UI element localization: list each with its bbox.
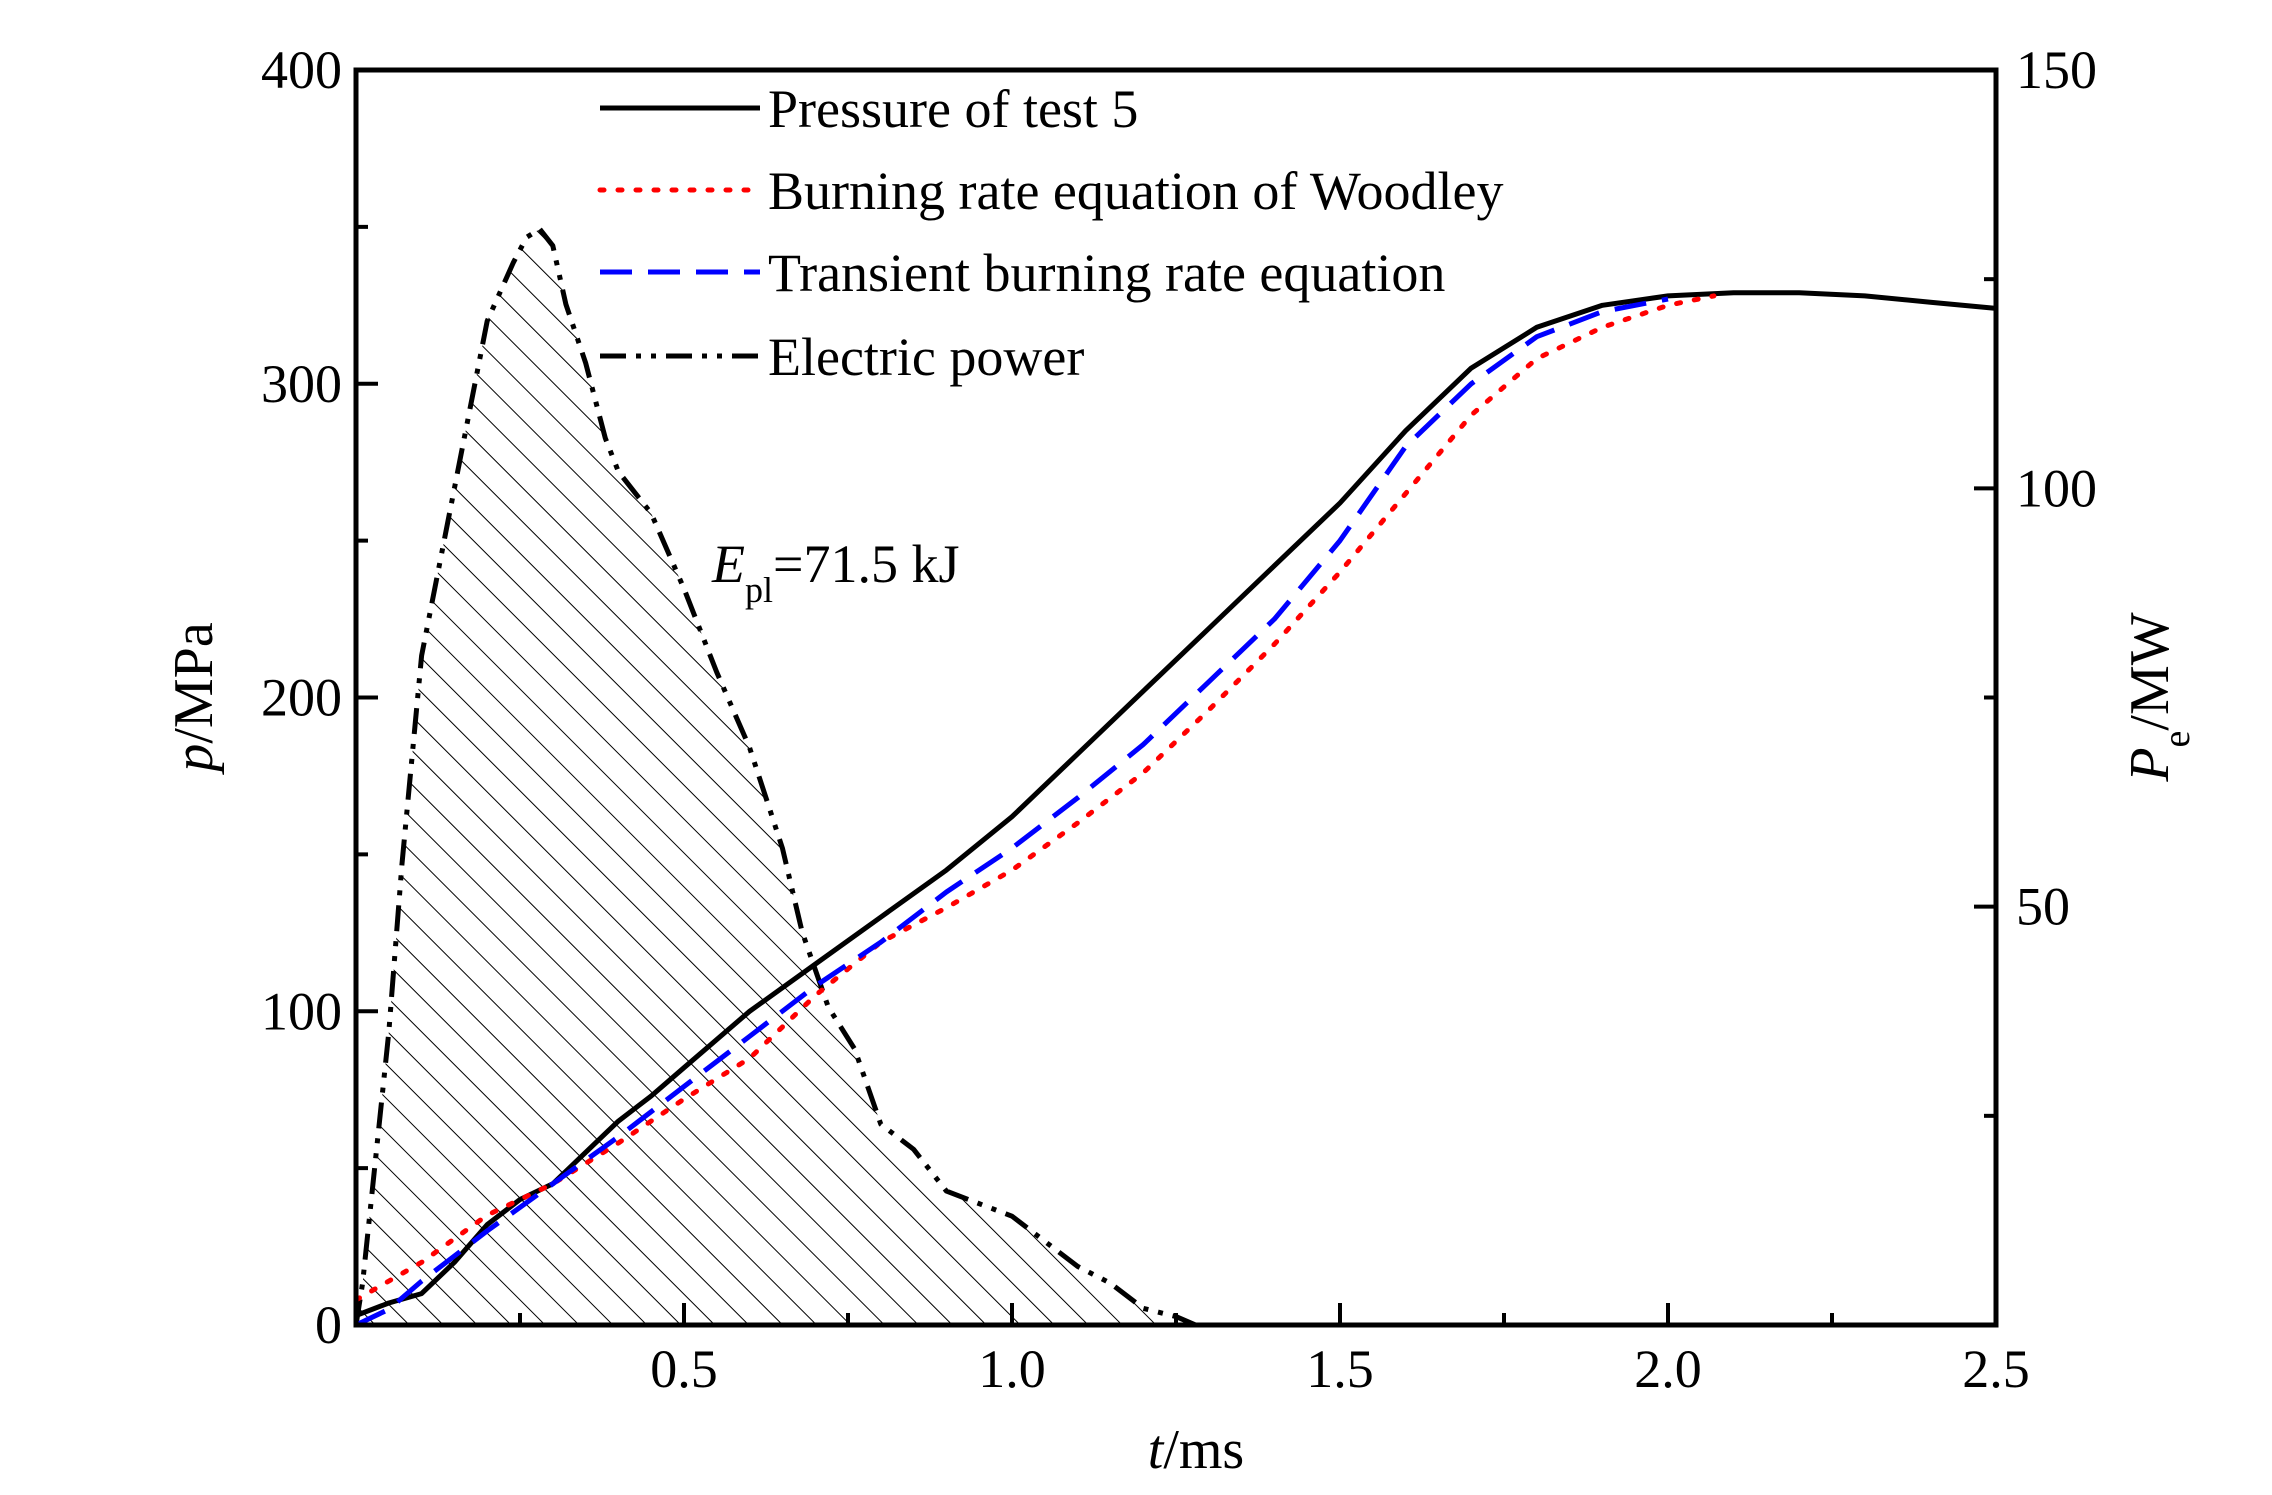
y-left-var: p bbox=[163, 744, 225, 776]
energy-annotation: Epl=71.5 kJ bbox=[711, 534, 959, 610]
legend-label-electric-power: Electric power bbox=[768, 327, 1084, 387]
y-left-tick-label: 200 bbox=[261, 668, 342, 728]
x-tick-label: 2.5 bbox=[1962, 1339, 2030, 1399]
y-left-tick-label: 100 bbox=[261, 981, 342, 1041]
x-tick-label: 1.0 bbox=[978, 1339, 1046, 1399]
annotation-var: E bbox=[711, 534, 745, 594]
y-right-unit: /MW bbox=[2119, 612, 2181, 730]
x-axis-label: t/ms bbox=[1148, 1419, 1244, 1481]
annotation-text: =71.5 kJ bbox=[773, 534, 959, 594]
y-right-tick-label: 50 bbox=[2016, 877, 2070, 937]
x-axis-unit: /ms bbox=[1163, 1419, 1244, 1481]
annotation-sub: pl bbox=[745, 570, 773, 610]
x-tick-label: 2.0 bbox=[1634, 1339, 1702, 1399]
y-axis-right-label: Pe/MW bbox=[2119, 612, 2198, 782]
y-left-tick-label: 400 bbox=[261, 40, 342, 100]
series-line-burning-rate-equation-of-woodley bbox=[356, 293, 1717, 1303]
y-left-tick-label: 300 bbox=[261, 354, 342, 414]
ticks bbox=[356, 68, 1998, 1327]
y-axis-left-label: p/MPa bbox=[163, 622, 225, 775]
legend-item-transient: Transient burning rate equation bbox=[600, 243, 1445, 303]
legend-label-transient: Transient burning rate equation bbox=[768, 243, 1445, 303]
y-right-sub: e bbox=[2156, 731, 2198, 748]
legend-item-woodley: Burning rate equation of Woodley bbox=[597, 161, 1504, 221]
y-right-tick-label: 150 bbox=[2016, 40, 2097, 100]
x-tick-label: 1.5 bbox=[1306, 1339, 1374, 1399]
series-line-pressure-of-test-5 bbox=[356, 290, 1996, 1318]
y-left-tick-label: 0 bbox=[315, 1295, 342, 1355]
x-tick-label: 0.5 bbox=[650, 1339, 718, 1399]
legend-item-pressure: Pressure of test 5 bbox=[600, 79, 1138, 139]
series-line-transient-burning-rate-equation bbox=[356, 296, 1669, 1325]
legend-item-electric-power: Electric power bbox=[600, 327, 1084, 387]
legend-label-woodley: Burning rate equation of Woodley bbox=[768, 161, 1504, 221]
legend-label-pressure: Pressure of test 5 bbox=[768, 79, 1138, 139]
y-right-tick-label: 100 bbox=[2016, 458, 2097, 518]
x-axis-var: t bbox=[1148, 1419, 1165, 1481]
y-right-var: P bbox=[2119, 747, 2181, 782]
y-left-unit: /MPa bbox=[163, 622, 225, 743]
legend: Pressure of test 5 Burning rate equation… bbox=[597, 79, 1504, 387]
tick-labels: 0.5 1.0 1.5 2.0 2.5 0 100 200 300 400 50 100 150 bbox=[261, 40, 2097, 1399]
series-line-electric-power bbox=[356, 226, 1197, 1325]
series-fill-electric-power bbox=[356, 229, 1196, 1325]
